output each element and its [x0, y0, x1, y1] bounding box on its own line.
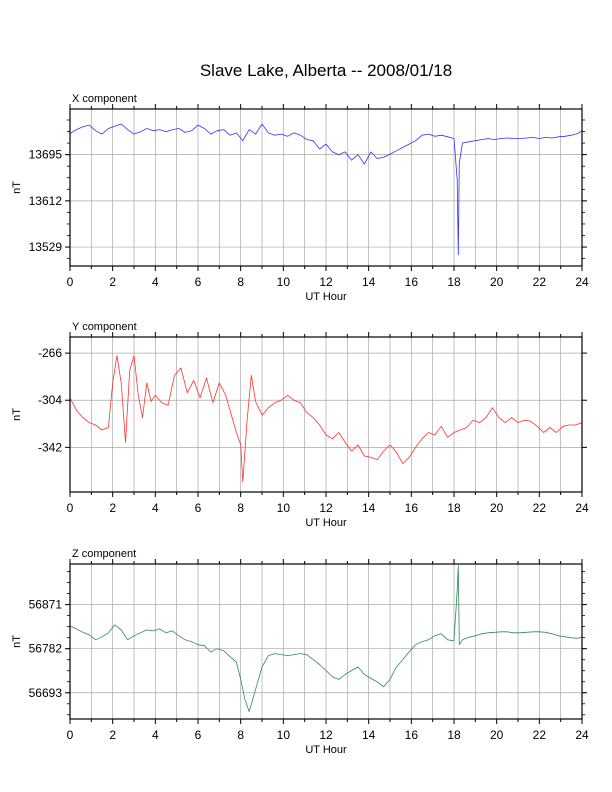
y-axis-label: nT — [11, 408, 23, 421]
x-tick-label: 8 — [237, 275, 244, 289]
x-tick-label: 6 — [195, 275, 202, 289]
y-tick-label: 56693 — [29, 686, 63, 700]
x-tick-label: 2 — [109, 275, 116, 289]
figure-title: Slave Lake, Alberta -- 2008/01/18 — [200, 61, 452, 80]
x-tick-label: 16 — [405, 275, 419, 289]
y-tick-label: 13612 — [29, 194, 63, 208]
x-tick-label: 4 — [152, 501, 159, 515]
x-tick-label: 22 — [533, 501, 547, 515]
x-tick-label: 0 — [67, 275, 74, 289]
x-tick-label: 8 — [237, 501, 244, 515]
panel-title: Z component — [72, 548, 136, 560]
x-tick-label: 2 — [109, 728, 116, 742]
data-line-y — [69, 355, 583, 483]
x-tick-label: 12 — [319, 275, 333, 289]
x-tick-label: 2 — [109, 501, 116, 515]
panel-title: Y component — [72, 321, 137, 333]
x-tick-label: 18 — [447, 728, 461, 742]
x-tick-label: 24 — [575, 501, 589, 515]
x-axis-label: UT Hour — [305, 744, 347, 756]
y-axis-label: nT — [11, 635, 23, 648]
x-tick-label: 24 — [575, 728, 589, 742]
x-tick-label: 16 — [405, 501, 419, 515]
x-tick-label: 18 — [447, 501, 461, 515]
x-tick-label: 12 — [319, 728, 333, 742]
x-tick-label: 14 — [362, 501, 376, 515]
x-tick-label: 18 — [447, 275, 461, 289]
y-tick-label: -304 — [38, 393, 62, 407]
x-tick-label: 0 — [67, 501, 74, 515]
x-tick-label: 22 — [533, 728, 547, 742]
x-tick-label: 14 — [362, 275, 376, 289]
x-tick-label: 16 — [405, 728, 419, 742]
x-tick-label: 0 — [67, 728, 74, 742]
y-tick-label: 56782 — [29, 642, 63, 656]
x-tick-label: 20 — [490, 501, 504, 515]
x-tick-label: 20 — [490, 275, 504, 289]
y-tick-label: -266 — [38, 346, 62, 360]
x-tick-label: 20 — [490, 728, 504, 742]
x-tick-label: 10 — [277, 275, 291, 289]
data-line-x — [69, 123, 583, 256]
x-tick-label: 10 — [277, 501, 291, 515]
y-axis-label: nT — [11, 181, 23, 194]
panel-title: X component — [72, 93, 137, 105]
x-axis-label: UT Hour — [305, 291, 347, 303]
x-tick-label: 4 — [152, 275, 159, 289]
y-tick-label: 13695 — [29, 148, 63, 162]
y-tick-label: 56871 — [29, 598, 63, 612]
x-tick-label: 12 — [319, 501, 333, 515]
x-tick-label: 22 — [533, 275, 547, 289]
x-tick-label: 24 — [575, 275, 589, 289]
x-tick-label: 6 — [195, 728, 202, 742]
y-tick-label: 13529 — [29, 240, 63, 254]
x-tick-label: 4 — [152, 728, 159, 742]
x-tick-label: 8 — [237, 728, 244, 742]
y-tick-label: -342 — [38, 440, 62, 454]
x-tick-label: 10 — [277, 728, 291, 742]
x-tick-label: 6 — [195, 501, 202, 515]
x-tick-label: 14 — [362, 728, 376, 742]
data-line-z — [69, 565, 583, 712]
x-axis-label: UT Hour — [305, 517, 347, 529]
